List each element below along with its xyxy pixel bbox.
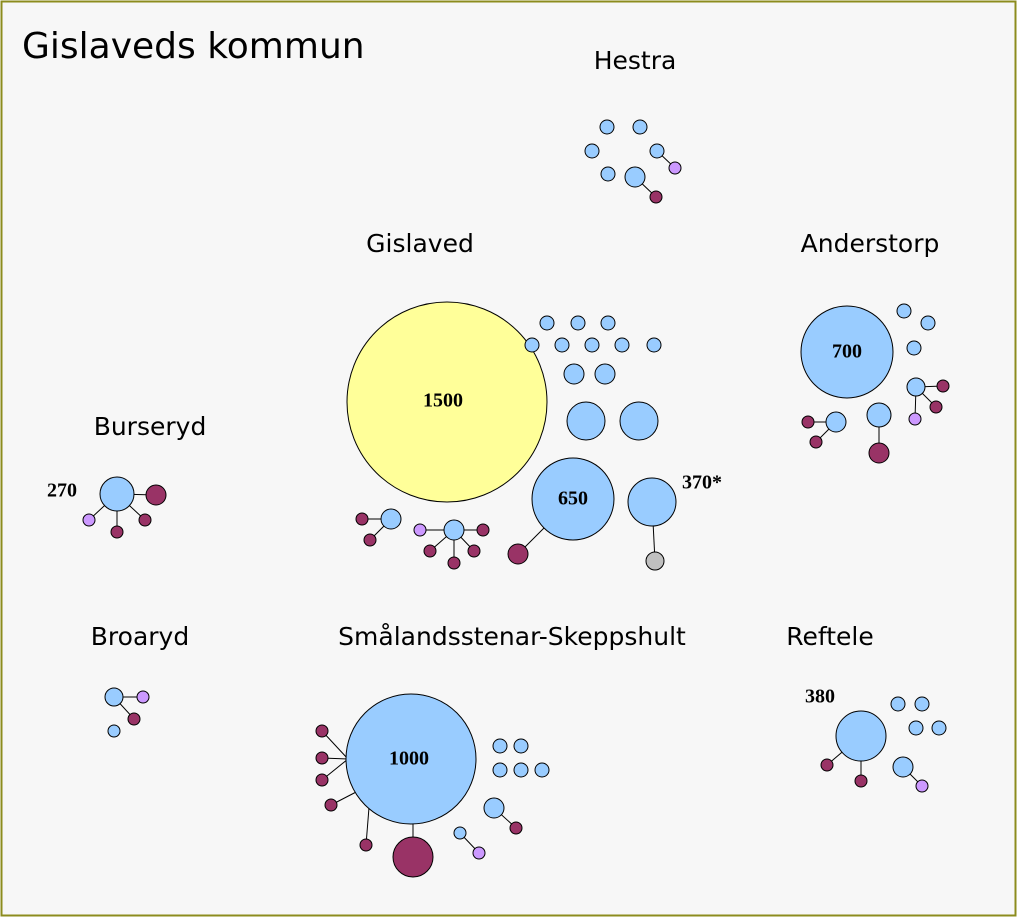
size-label: 380 [805,686,835,708]
node [563,363,585,385]
node [570,315,586,331]
node [566,401,606,441]
node [809,435,823,449]
node [908,412,922,426]
node [476,523,490,537]
node [627,477,677,527]
node [443,519,465,541]
place-name: Anderstorp [801,229,940,258]
node [345,693,477,825]
place-name: Burseryd [94,412,207,441]
nodes [82,119,950,878]
node [472,846,486,860]
node [646,337,662,353]
node [600,166,616,182]
node [896,303,912,319]
node [614,337,630,353]
node [866,402,892,428]
node [906,377,926,397]
node [929,400,943,414]
node [800,305,894,399]
node [346,301,548,503]
node [507,543,529,565]
node [447,556,461,570]
size-label: 650 [558,488,588,510]
node [835,710,887,762]
node [513,762,529,778]
node [534,762,550,778]
node [492,762,508,778]
node [649,190,663,204]
node [624,166,646,188]
node [127,712,141,726]
node [645,551,665,571]
node [584,337,600,353]
node [600,315,616,331]
node [453,826,467,840]
node [825,411,847,433]
size-label: 1000 [389,748,429,770]
node [801,415,815,429]
node [315,724,329,738]
node [423,544,437,558]
node [531,457,615,541]
node [892,756,914,778]
node [584,143,600,159]
node [868,442,890,464]
node [99,476,135,512]
node [668,161,682,175]
node [539,315,555,331]
node [914,696,930,712]
size-label: 370* [682,472,722,494]
node [619,401,659,441]
node [355,512,369,526]
node [599,119,615,135]
node [524,337,540,353]
place-name: Reftele [786,622,874,651]
node [890,696,906,712]
node [594,363,616,385]
node [82,513,96,527]
node [509,821,523,835]
node [854,774,868,788]
node [315,773,329,787]
node [104,687,124,707]
node [931,720,947,736]
node [413,523,427,537]
node [363,533,377,547]
node [483,797,505,819]
node [324,798,338,812]
node [513,738,529,754]
node [380,508,402,530]
place-name: Broaryd [91,622,189,651]
title: Gislaveds kommun [22,26,365,67]
place-name: Hestra [594,46,677,75]
node [392,836,434,878]
node [107,724,121,738]
node [492,738,508,754]
node [915,779,929,793]
place-name: Gislaved [366,229,474,258]
node [920,315,936,331]
node [467,544,481,558]
size-label: 1500 [423,390,463,412]
node [554,337,570,353]
node [138,513,152,527]
node [936,379,950,393]
node [649,143,665,159]
place-name: Smålandsstenar-Skeppshult [338,622,686,651]
node [315,751,329,765]
node [908,720,924,736]
node [110,525,124,539]
node [359,838,373,852]
node [145,484,167,506]
node [632,119,648,135]
node [820,758,834,772]
size-label: 700 [832,341,862,363]
labels: 1500 650 370* 700 270 1000 380 [47,341,862,770]
size-label: 270 [47,480,77,502]
node [906,340,922,356]
node [136,690,150,704]
